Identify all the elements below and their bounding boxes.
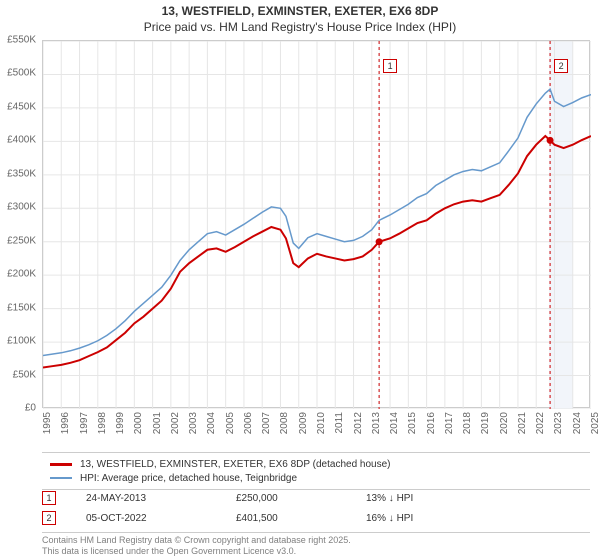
y-axis-label: £200K (7, 269, 36, 280)
x-axis-label: 2006 (243, 412, 254, 434)
footer: Contains HM Land Registry data © Crown c… (42, 532, 590, 557)
copyright-line1: Contains HM Land Registry data © Crown c… (42, 535, 590, 546)
legend-label-price-paid: 13, WESTFIELD, EXMINSTER, EXETER, EX6 8D… (80, 459, 391, 470)
x-axis-label: 2000 (133, 412, 144, 434)
x-axis-label: 2014 (389, 412, 400, 434)
y-axis-label: £250K (7, 235, 36, 246)
x-axis-label: 1997 (79, 412, 90, 434)
x-axis-label: 2024 (572, 412, 583, 434)
x-axis-label: 2008 (279, 412, 290, 434)
y-axis-label: £300K (7, 202, 36, 213)
x-axis-label: 2017 (444, 412, 455, 434)
x-axis-label: 2012 (353, 412, 364, 434)
marker-date: 05-OCT-2022 (86, 513, 236, 524)
legend-box: 13, WESTFIELD, EXMINSTER, EXETER, EX6 8D… (42, 452, 590, 490)
y-axis-label: £50K (13, 369, 36, 380)
marker-row: 2 05-OCT-2022£401,50016% ↓ HPI (42, 508, 590, 528)
chart-svg (43, 41, 591, 409)
x-axis-label: 2001 (152, 412, 163, 434)
y-axis-label: £350K (7, 168, 36, 179)
legend-swatch-price-paid (50, 463, 72, 466)
y-axis-label: £450K (7, 101, 36, 112)
chart-title-line1: 13, WESTFIELD, EXMINSTER, EXETER, EX6 8D… (0, 0, 600, 20)
legend-row-hpi: HPI: Average price, detached house, Teig… (50, 471, 582, 485)
marker-badge: 1 (42, 491, 56, 505)
chart-plot-area: 12 (42, 40, 590, 408)
y-axis-label: £400K (7, 135, 36, 146)
x-axis-label: 1995 (42, 412, 53, 434)
x-axis-label: 2002 (170, 412, 181, 434)
x-axis-label: 2015 (407, 412, 418, 434)
x-axis-label: 2005 (225, 412, 236, 434)
markers-table: 1 24-MAY-2013£250,00013% ↓ HPI 2 05-OCT-202… (42, 488, 590, 528)
x-axis-label: 2009 (298, 412, 309, 434)
marker-price: £250,000 (236, 493, 366, 504)
chart-container: 13, WESTFIELD, EXMINSTER, EXETER, EX6 8D… (0, 0, 600, 560)
x-axis-label: 2023 (553, 412, 564, 434)
chart-title-line2: Price paid vs. HM Land Registry's House … (0, 20, 600, 36)
y-axis-label: £100K (7, 336, 36, 347)
legend-swatch-hpi (50, 477, 72, 479)
x-axis-label: 2007 (261, 412, 272, 434)
x-axis-label: 2016 (426, 412, 437, 434)
marker-date: 24-MAY-2013 (86, 493, 236, 504)
x-axis-label: 2013 (371, 412, 382, 434)
chart-marker-badge-2: 2 (554, 59, 568, 73)
legend-label-hpi: HPI: Average price, detached house, Teig… (80, 473, 297, 484)
x-axis-label: 2022 (535, 412, 546, 434)
copyright-line2: This data is licensed under the Open Gov… (42, 546, 590, 557)
y-axis-label: £0 (25, 403, 36, 414)
x-axis-label: 2018 (462, 412, 473, 434)
marker-price: £401,500 (236, 513, 366, 524)
x-axis-label: 2019 (480, 412, 491, 434)
x-axis-label: 1996 (60, 412, 71, 434)
marker-badge: 2 (42, 511, 56, 525)
marker-diff: 16% ↓ HPI (366, 513, 590, 524)
x-axis-label: 2011 (334, 412, 345, 434)
x-axis-label: 1998 (97, 412, 108, 434)
x-axis-label: 1999 (115, 412, 126, 434)
y-axis-label: £150K (7, 302, 36, 313)
marker-row: 1 24-MAY-2013£250,00013% ↓ HPI (42, 488, 590, 508)
y-axis-labels: £0£50K£100K£150K£200K£250K£300K£350K£400… (0, 40, 40, 408)
marker-diff: 13% ↓ HPI (366, 493, 590, 504)
chart-marker-badge-1: 1 (383, 59, 397, 73)
x-axis-label: 2010 (316, 412, 327, 434)
x-axis-labels: 1995 1996 1997 1998 1999 2000 2001 2002 2003 2004… (42, 410, 590, 450)
y-axis-label: £550K (7, 35, 36, 46)
x-axis-label: 2025 (590, 412, 600, 434)
x-axis-label: 2004 (206, 412, 217, 434)
legend-row-price-paid: 13, WESTFIELD, EXMINSTER, EXETER, EX6 8D… (50, 457, 582, 471)
x-axis-label: 2003 (188, 412, 199, 434)
x-axis-label: 2020 (499, 412, 510, 434)
y-axis-label: £500K (7, 68, 36, 79)
x-axis-label: 2021 (517, 412, 528, 434)
